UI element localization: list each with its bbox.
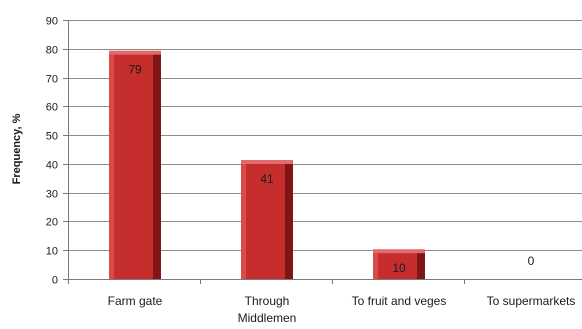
bars bbox=[109, 50, 425, 280]
y-tick-label: 0 bbox=[52, 275, 58, 287]
y-tick-label: 30 bbox=[46, 189, 58, 201]
y-tick-label: 80 bbox=[46, 45, 58, 57]
x-axis-categories: Farm gate Through Middlemen To fruit and ve… bbox=[108, 294, 576, 325]
bar-right-shade bbox=[153, 51, 161, 280]
data-label: 10 bbox=[392, 261, 406, 275]
y-axis-label: Frequency, % bbox=[11, 113, 23, 184]
y-axis-ticks: 0 10 20 30 40 50 60 70 80 90 bbox=[46, 16, 58, 287]
bar-right-shade bbox=[417, 250, 425, 279]
x-category-label: Farm gate bbox=[108, 294, 163, 308]
bar bbox=[373, 250, 425, 279]
bar-top bbox=[373, 249, 425, 254]
data-label: 79 bbox=[128, 63, 142, 77]
y-tick-label: 90 bbox=[46, 16, 58, 28]
bar-right-shade bbox=[285, 161, 293, 279]
bar-top bbox=[109, 50, 161, 55]
x-category-label: To supermarkets bbox=[487, 294, 576, 308]
bar-left-shade bbox=[241, 161, 246, 279]
bar-left-shade bbox=[373, 250, 378, 279]
y-tick-label: 70 bbox=[46, 74, 58, 86]
bar bbox=[109, 51, 161, 280]
x-category-label: To fruit and veges bbox=[352, 294, 447, 308]
bar-left-shade bbox=[109, 51, 114, 280]
x-category-label: Through bbox=[245, 294, 290, 308]
y-tick-label: 20 bbox=[46, 217, 58, 229]
y-tick-label: 50 bbox=[46, 131, 58, 143]
y-tick-label: 60 bbox=[46, 102, 58, 114]
y-tick-label: 40 bbox=[46, 160, 58, 172]
data-label: 0 bbox=[528, 254, 535, 268]
bar bbox=[241, 161, 293, 279]
data-label: 41 bbox=[260, 172, 274, 186]
y-tick-label: 10 bbox=[46, 246, 58, 258]
x-category-label: Middlemen bbox=[238, 311, 297, 325]
data-labels: 79 41 10 0 bbox=[128, 63, 534, 276]
bar-top bbox=[241, 160, 293, 165]
